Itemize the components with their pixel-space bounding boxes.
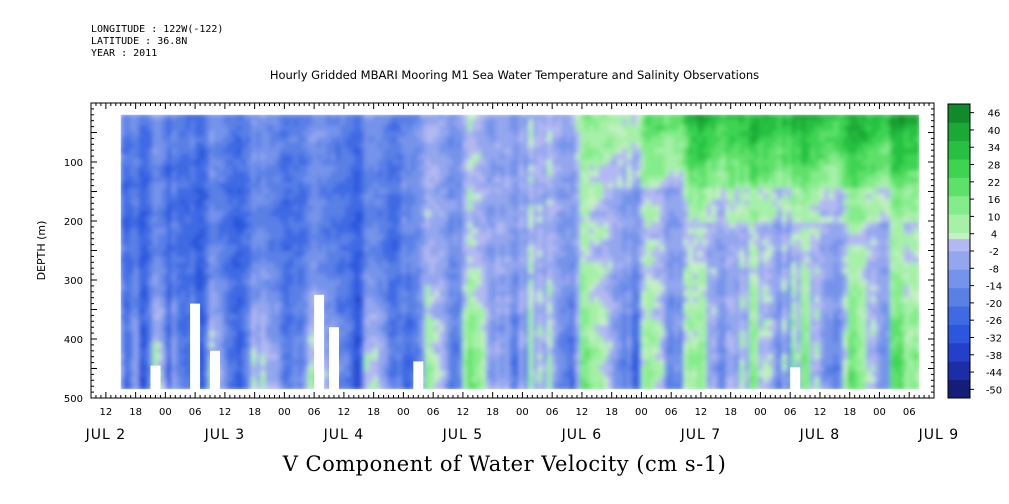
x-day-label: JUL 5 [442,427,484,443]
x-hour-tick-label: 06 [308,407,321,418]
x-hour-tick-label: 06 [784,407,797,418]
x-hour-tick-label: 18 [724,407,737,418]
colorbar-label: -20 [986,299,1002,310]
x-hour-tick-label: 12 [338,407,351,418]
x-hour-tick-label: 12 [695,407,708,418]
colorbar-label: 4 [991,230,997,241]
x-hour-tick-label: 00 [873,407,886,418]
colorbar-label: -50 [986,385,1002,396]
y-tick-label: 100 [64,158,83,169]
x-hour-tick-label: 18 [843,407,856,418]
missing-data-gap [210,350,220,391]
missing-data-gaps [150,294,801,391]
x-hour-tick-label: 18 [486,407,499,418]
x-day-label: JUL 2 [85,427,127,443]
x-hour-tick-label: 06 [665,407,678,418]
x-hour-tick-label: 18 [367,407,380,418]
missing-data-gap [413,361,424,391]
x-hour-tick-label: 06 [427,407,440,418]
x-day-label: JUL 4 [323,427,365,443]
colorbar-label: -2 [989,247,999,258]
missing-data-gap [314,294,325,391]
y-tick-label: 400 [64,335,83,346]
x-hour-tick-label: 12 [457,407,470,418]
missing-data-gap [190,303,201,391]
missing-data-gap [329,327,339,391]
y-tick-label: 500 [64,394,83,405]
x-hour-tick-label: 00 [635,407,648,418]
missing-data-gap [790,367,801,391]
y-tick-label: 200 [64,217,83,228]
x-hour-tick-label: 00 [754,407,767,418]
y-tick-label: 300 [64,276,83,287]
x-hour-tick-label: 18 [605,407,618,418]
x-day-label: JUL 7 [680,427,722,443]
longitude-label: LONGITUDE : 122W(-122) [91,24,224,35]
y-axis-label: DEPTH (m) [35,221,48,281]
x-hour-tick-label: 06 [546,407,559,418]
missing-data-gap [150,365,161,391]
colorbar: 46 40 34 28 22 16 10 4 -2 -8 -14 -20 -26 -32 -38 -44 -50 [947,103,1002,399]
x-hour-tick-label: 18 [248,407,261,418]
x-day-label: JUL 9 [918,427,960,443]
colorbar-label: 22 [988,178,1001,189]
x-hour-tick-label: 12 [219,407,232,418]
x-hour-tick-label: 06 [903,407,916,418]
x-day-label: JUL 3 [204,427,246,443]
colorbar-label: -38 [986,351,1002,362]
chart-title: Hourly Gridded MBARI Mooring M1 Sea Wate… [269,68,760,82]
x-day-label: JUL 6 [561,427,603,443]
colorbar-label: -26 [986,316,1002,327]
colorbar-label: -32 [986,333,1002,344]
colorbar-label: 40 [988,126,1001,137]
x-hour-tick-label: 00 [516,407,529,418]
colorbar-label: -44 [986,368,1002,379]
x-hour-tick-label: 12 [100,407,113,418]
latitude-label: LATITUDE : 36.8N [91,36,188,47]
variable-caption: V Component of Water Velocity (cm s-1) [282,452,727,476]
x-hour-tick-label: 06 [189,407,202,418]
x-hour-tick-label: 18 [129,407,142,418]
heatmap-field [120,114,920,390]
axes: 12 18 00 06 12 18 00 06 12 18 00 06 12 18 00 06 12 18 00 06… [64,102,960,443]
colorbar-label: 28 [988,161,1001,172]
colorbar-label: 34 [988,143,1001,154]
x-hour-tick-label: 12 [814,407,827,418]
x-hour-tick-label: 00 [159,407,172,418]
colorbar-label: -8 [989,264,999,275]
x-day-label: JUL 8 [799,427,841,443]
x-hour-tick-label: 12 [576,407,589,418]
year-label: YEAR : 2011 [91,48,158,59]
x-hour-tick-label: 00 [397,407,410,418]
colorbar-label: 16 [988,195,1001,206]
colorbar-label: -14 [986,282,1002,293]
x-hour-tick-label: 00 [278,407,291,418]
colorbar-label: 46 [988,109,1001,120]
colorbar-label: 10 [988,212,1001,223]
